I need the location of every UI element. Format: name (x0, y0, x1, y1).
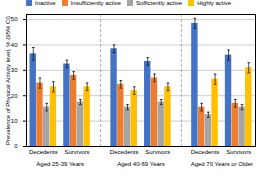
svg-text:Survivors: Survivors (65, 149, 90, 155)
svg-text:Aged 70 Years or Older: Aged 70 Years or Older (191, 161, 253, 167)
svg-text:Aged 25-39 Years: Aged 25-39 Years (36, 161, 84, 167)
svg-text:Aged 40-69 Years: Aged 40-69 Years (117, 161, 165, 167)
svg-text:Prevalence of Physical Activit: Prevalence of Physical Activity level, %… (5, 16, 11, 145)
svg-text:50: 50 (11, 16, 18, 22)
svg-text:Survivors: Survivors (145, 149, 170, 155)
svg-text:Decedents: Decedents (110, 149, 139, 155)
html-text:Inactive: Inactive (35, 0, 56, 6)
svg-text:0: 0 (14, 143, 18, 149)
svg-text:Decedents: Decedents (29, 149, 58, 155)
svg-text:10: 10 (11, 118, 18, 124)
svg-text:20: 20 (11, 93, 18, 99)
svg-text:Decedents: Decedents (191, 149, 220, 155)
html-text:Insufficiently active: Insufficiently active (70, 0, 121, 6)
svg-text:Survivors: Survivors (226, 149, 251, 155)
svg-text:40: 40 (11, 42, 18, 48)
html-text:Highly active: Highly active (197, 0, 232, 6)
svg-text:30: 30 (11, 67, 18, 73)
html-text:Sufficiently active: Sufficiently active (135, 0, 183, 6)
